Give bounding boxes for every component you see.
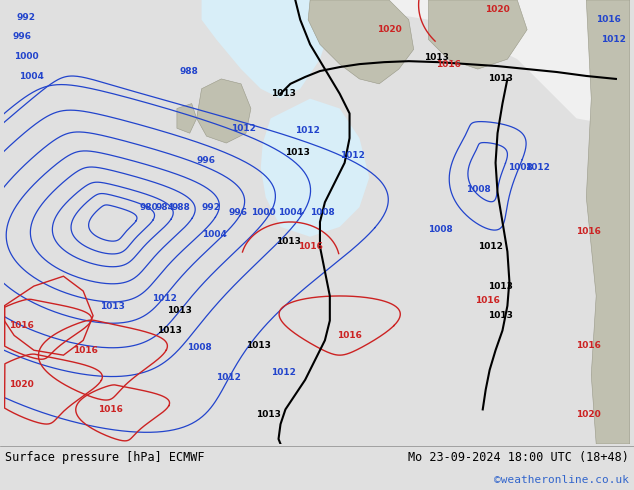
Text: 1013: 1013 [100,302,125,311]
Text: 1016: 1016 [476,296,500,305]
Text: 1008: 1008 [466,185,491,195]
Text: 992: 992 [16,13,35,22]
Text: 996: 996 [228,208,247,217]
Text: 988: 988 [172,203,191,212]
Text: 1000: 1000 [14,52,39,61]
Text: 1016: 1016 [98,405,123,414]
Text: 1020: 1020 [576,410,601,419]
Text: 1013: 1013 [157,326,182,335]
Text: 1004: 1004 [278,208,304,217]
Text: 1000: 1000 [251,208,276,217]
Text: ©weatheronline.co.uk: ©weatheronline.co.uk [494,475,629,485]
Text: 1013: 1013 [488,74,512,83]
Text: 1013: 1013 [276,237,301,246]
Polygon shape [429,0,527,69]
Polygon shape [310,0,630,128]
Text: 1013: 1013 [256,410,281,419]
Polygon shape [261,98,369,237]
Text: 1020: 1020 [10,380,34,389]
Text: 1013: 1013 [488,282,512,291]
Text: 988: 988 [180,67,198,76]
Text: 1016: 1016 [576,227,601,236]
Text: 1013: 1013 [167,306,192,315]
Text: 1008: 1008 [508,163,533,172]
Polygon shape [308,0,413,84]
Text: 1016: 1016 [596,15,621,24]
Text: 996: 996 [197,156,216,165]
Text: 1012: 1012 [231,124,256,133]
Polygon shape [197,79,251,143]
Text: Mo 23-09-2024 18:00 UTC (18+48): Mo 23-09-2024 18:00 UTC (18+48) [408,451,629,465]
Text: 1012: 1012 [271,368,295,377]
Text: 1016: 1016 [436,60,461,69]
Text: 1016: 1016 [576,341,601,350]
Text: 1008: 1008 [429,225,453,234]
Text: 992: 992 [202,203,221,212]
Text: 1012: 1012 [478,242,503,251]
Text: 1012: 1012 [525,163,550,172]
Polygon shape [202,0,330,98]
Text: 1013: 1013 [271,89,295,98]
Text: 1020: 1020 [485,5,510,14]
Text: 1012: 1012 [295,126,320,135]
Text: 984: 984 [155,203,174,212]
Text: 1004: 1004 [19,72,44,81]
Text: 1012: 1012 [216,373,242,382]
Text: 1013: 1013 [488,311,512,320]
Text: 996: 996 [12,32,31,42]
Text: 1012: 1012 [340,151,365,160]
Text: 1016: 1016 [337,331,362,340]
Text: 1013: 1013 [424,53,448,62]
Text: 1012: 1012 [601,35,626,44]
Text: 1013: 1013 [285,148,310,157]
Text: 1016: 1016 [297,242,323,251]
Text: 1008: 1008 [310,208,335,217]
Text: 1016: 1016 [10,321,34,330]
Text: 980: 980 [139,203,158,212]
Text: 1016: 1016 [74,346,98,355]
Text: 1008: 1008 [187,343,212,352]
Text: Surface pressure [hPa] ECMWF: Surface pressure [hPa] ECMWF [5,451,205,465]
Polygon shape [586,0,630,444]
Text: 1020: 1020 [377,25,401,34]
Text: 1012: 1012 [152,294,177,303]
Text: 1013: 1013 [246,341,271,350]
Polygon shape [177,103,197,133]
Text: 1004: 1004 [202,230,226,239]
